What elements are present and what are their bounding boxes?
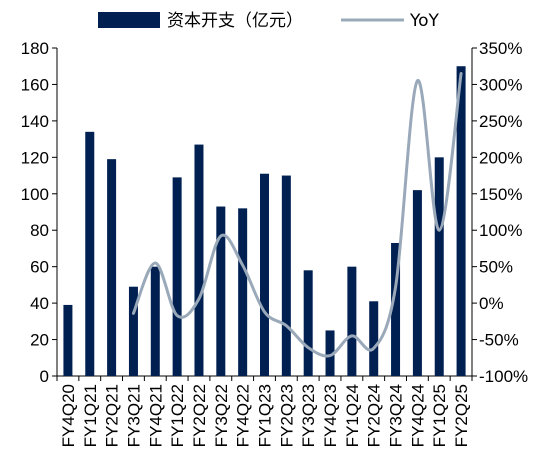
left-tick-label: 160 xyxy=(21,75,49,94)
x-tick-label: FY2Q23 xyxy=(277,384,296,447)
x-tick-label: FY2Q24 xyxy=(365,384,384,447)
left-tick-label: 40 xyxy=(30,294,49,313)
x-tick-label: FY4Q21 xyxy=(146,384,165,447)
x-tick-label: FY3Q23 xyxy=(299,384,318,447)
yoy-series-line xyxy=(131,72,463,358)
legend-line-label: YoY xyxy=(409,11,440,31)
bar-FY2Q21 xyxy=(107,159,117,376)
x-tick-label: FY1Q22 xyxy=(168,384,187,447)
x-tick-label: FY3Q21 xyxy=(124,384,143,447)
bar-FY1Q21 xyxy=(85,131,95,376)
bar-FY3Q23 xyxy=(303,270,313,376)
bar-FY3Q21 xyxy=(128,286,138,376)
bar-FY4Q23 xyxy=(325,330,335,376)
bar-FY3Q22 xyxy=(216,206,226,376)
x-tick-label: FY4Q23 xyxy=(321,384,340,447)
x-tick-label: FY3Q22 xyxy=(212,384,231,447)
bar-FY2Q25 xyxy=(456,66,466,376)
bar-FY1Q25 xyxy=(434,157,444,376)
x-tick-label: FY4Q20 xyxy=(59,384,78,447)
left-tick-label: 120 xyxy=(21,148,49,167)
x-axis-labels: FY4Q20 FY1Q21 FY2Q21 FY3Q21 FY4Q21 FY1Q22 FY2Q… xyxy=(59,384,471,447)
bar-FY1Q22 xyxy=(172,177,182,376)
bar-FY4Q21 xyxy=(150,266,160,376)
right-tick-label: 0% xyxy=(479,294,504,313)
bar-FY4Q24 xyxy=(412,190,422,376)
left-tick-label: 60 xyxy=(30,258,49,277)
x-tick-label: FY4Q24 xyxy=(408,384,427,447)
bars xyxy=(63,66,466,376)
x-tick-label: FY2Q22 xyxy=(190,384,209,447)
right-tick-label: -100% xyxy=(479,367,528,386)
bar-FY1Q24 xyxy=(347,266,357,376)
x-tick-label: FY2Q25 xyxy=(452,384,471,447)
x-tick-label: FY4Q22 xyxy=(234,384,253,447)
right-tick-label: 100% xyxy=(479,221,522,240)
bar-FY2Q23 xyxy=(281,175,291,376)
axes: 0 20 40 60 80 100 120 140 160 180 -100% -50% 0% 50% 10… xyxy=(21,39,529,386)
left-tick-label: 140 xyxy=(21,112,49,131)
legend: 资本开支（亿元） YoY xyxy=(98,11,440,31)
bar-FY2Q24 xyxy=(369,301,379,376)
bar-FY2Q22 xyxy=(194,144,204,376)
x-tick-label: FY1Q24 xyxy=(343,384,362,447)
x-tick-label: FY3Q24 xyxy=(387,384,406,447)
legend-bar-label: 资本开支（亿元） xyxy=(167,11,303,31)
x-tick-label: FY1Q25 xyxy=(430,384,449,447)
legend-bar-swatch xyxy=(98,12,160,28)
left-tick-label: 180 xyxy=(21,39,49,58)
left-tick-label: 80 xyxy=(30,221,49,240)
bar-FY3Q24 xyxy=(391,242,401,376)
left-tick-label: 0 xyxy=(40,367,49,386)
bar-FY4Q22 xyxy=(238,208,248,376)
right-tick-label: 150% xyxy=(479,185,522,204)
left-tick-label: 20 xyxy=(30,331,49,350)
x-tick-label: FY1Q23 xyxy=(256,384,275,447)
bar-FY1Q23 xyxy=(260,173,269,376)
right-tick-label: -50% xyxy=(479,331,519,350)
right-tick-label: 200% xyxy=(479,148,522,167)
yoy-line xyxy=(131,72,463,358)
x-tick-label: FY2Q21 xyxy=(103,384,122,447)
left-tick-label: 100 xyxy=(21,185,49,204)
right-tick-label: 50% xyxy=(479,258,513,277)
right-tick-label: 300% xyxy=(479,75,522,94)
right-tick-label: 350% xyxy=(479,39,522,58)
bar-FY4Q20 xyxy=(63,304,73,376)
right-tick-label: 250% xyxy=(479,112,522,131)
x-tick-label: FY1Q21 xyxy=(81,384,100,447)
